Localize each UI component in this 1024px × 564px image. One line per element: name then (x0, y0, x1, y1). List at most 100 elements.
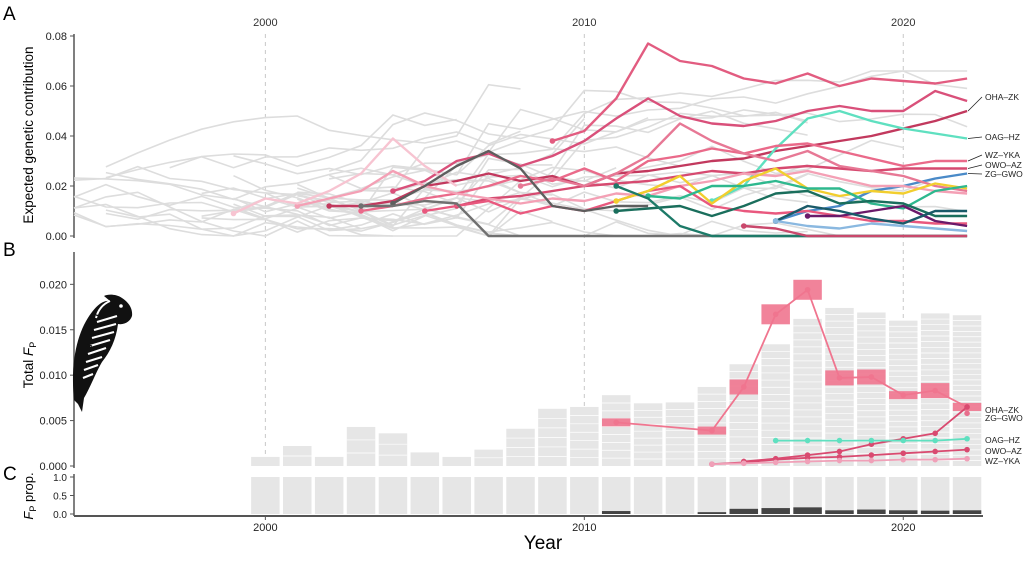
panel-a-series-label: WZ–YKA (985, 150, 1020, 160)
panel-b-lineage-point (836, 448, 843, 455)
panel-c-bar-2021 (920, 477, 950, 514)
panel-a-series-label: OWO–AZ (985, 160, 1022, 170)
panel-a-lineage-start-point (230, 210, 237, 217)
panel-b-series-label: ZG–GWO (985, 413, 1023, 423)
panel-c-dark-bar-2018 (825, 510, 854, 514)
panel-a-lineage-start-point (613, 208, 620, 214)
panel-b-bar-2002 (314, 456, 344, 466)
panel-c-bar-2008 (506, 477, 535, 514)
panel-c-y-tick-label: 0.0 (53, 510, 67, 521)
panel-a-background-lineage (105, 83, 521, 168)
panel-a-label-leader (967, 154, 983, 162)
panel-a-lineage-start-point (740, 223, 747, 229)
panel-b-lineage-point (804, 286, 811, 293)
panel-c-bar-2000 (251, 477, 280, 514)
panel-c-dark-bar-2016 (761, 508, 790, 514)
panel-b-bar-2003 (346, 426, 376, 466)
panel-a-label-leader (967, 173, 983, 175)
panel-b-bar-2006 (442, 456, 471, 466)
panel-b-lineage-point (900, 392, 907, 398)
panel-b-lineage-point (709, 461, 715, 467)
panel-a-background-lineage (233, 70, 968, 176)
panel-b-lineage-point (868, 457, 875, 464)
panel-b-bar-2013 (665, 402, 695, 466)
panel-b-lineage-line (616, 421, 712, 432)
panel-c-bar-2011 (601, 477, 631, 514)
panel-c-bar-2004 (378, 477, 408, 514)
panel-b-bar-2011 (601, 395, 631, 466)
panel-a-lineage-6 (392, 89, 968, 193)
panel-a-series-label: OHA–ZK (985, 92, 1019, 102)
panel-b-bar-2000 (251, 456, 280, 466)
panel-b-lineage-point (964, 455, 970, 462)
panel-a-series-label: OAG–HZ (985, 132, 1020, 142)
panel-c-bar-2001 (283, 477, 312, 514)
panel-a-lineage-8 (520, 122, 968, 193)
panel-label-b: B (3, 240, 16, 261)
panel-c-bar-2010 (570, 477, 599, 514)
panel-a-label-leader (967, 164, 983, 169)
panel-c-bar-2014 (697, 477, 727, 514)
panel-b-lineage-point (836, 457, 843, 464)
panel-c-bar-2006 (442, 477, 471, 514)
panel-a-background-lineage (328, 89, 968, 173)
panel-label-c: C (3, 464, 17, 485)
panel-a: 0.00 0.02 0.04 0.06 0.08 OHA–ZK OAG–HZ WZ–YKAOW… (46, 31, 1024, 243)
top-year-label-2020: 2020 (891, 17, 915, 29)
panel-b-lineage-point (932, 437, 938, 444)
panel-a-lineage-15 (616, 189, 968, 218)
panel-a-lineage-start-point (772, 218, 779, 224)
panel-b-lineage-point (900, 456, 907, 463)
panel-b-lineage-point (964, 435, 970, 442)
panel-a-lineage-start-point (517, 183, 524, 189)
panel-b-lineage-point (709, 427, 715, 434)
panel-a-lineage-11 (392, 149, 649, 213)
panel-c-y-axis-title: FP prop. (21, 472, 38, 519)
panel-a-lineage-9 (424, 184, 968, 225)
panel-c-bar-2005 (410, 477, 440, 514)
panel-b-lineage-point (804, 437, 811, 444)
panel-a-lineage-start-point (294, 203, 301, 209)
panel-b-lineage-point (932, 456, 938, 463)
panel-b-y-tick-label: 0.005 (39, 416, 67, 428)
panel-c-bar-2022 (952, 477, 982, 514)
panel-b-lineage-point (900, 450, 907, 457)
panel-c-bar-2003 (346, 477, 376, 514)
panel-a-y-tick-label: 0.06 (46, 81, 67, 93)
panel-b-bar-2004 (378, 433, 408, 466)
panel-a-lineage-start-point (804, 213, 811, 219)
panel-c-dark-bar-2020 (889, 510, 918, 514)
panel-a-label-leader (967, 136, 983, 139)
panel-a-background-lineage (328, 117, 649, 190)
panel-c-bar-2018 (825, 477, 854, 514)
panel-a-background-lineage (73, 191, 393, 237)
panel-a-background-lineage (201, 211, 808, 237)
panel-a-background-lineage (169, 114, 457, 169)
panel-c-y-tick-label: 1.0 (53, 473, 67, 484)
panel-a-lineage-start-point (422, 208, 428, 214)
panel-c: 0.0 0.5 1.0 2000 2010 2020 (53, 473, 983, 534)
panel-a-lineage-17 (807, 204, 968, 228)
panel-c-dark-bar-2017 (793, 507, 822, 514)
panel-c-dark-bar-2019 (857, 509, 886, 514)
panel-c-y-tick-label: 0.5 (53, 492, 67, 503)
x-tick-label-2010: 2010 (572, 522, 596, 534)
panel-b-lineage-point (772, 437, 779, 444)
top-year-label-2000: 2000 (253, 17, 277, 29)
panel-a-background-lineage (105, 209, 426, 237)
panel-b-lineage-point (868, 452, 875, 458)
panel-b-lineage-point (868, 437, 875, 444)
panel-b-lineage-point (740, 384, 747, 390)
panel-c-bar-2016 (761, 477, 790, 514)
panel-a-y-axis-title: Expected genetic contribution (21, 46, 36, 223)
panel-a-lineage-oha-zk (329, 109, 968, 208)
panel-a-lineage-start-point (390, 188, 396, 194)
panel-c-bar-2013 (665, 477, 695, 514)
panel-a-background-lineage (105, 130, 521, 179)
panel-a-lineage-start-point (549, 138, 556, 144)
panel-c-bar-2015 (729, 477, 759, 514)
panel-a-lineage-start-point (358, 203, 364, 209)
x-tick-label-2000: 2000 (253, 522, 277, 534)
